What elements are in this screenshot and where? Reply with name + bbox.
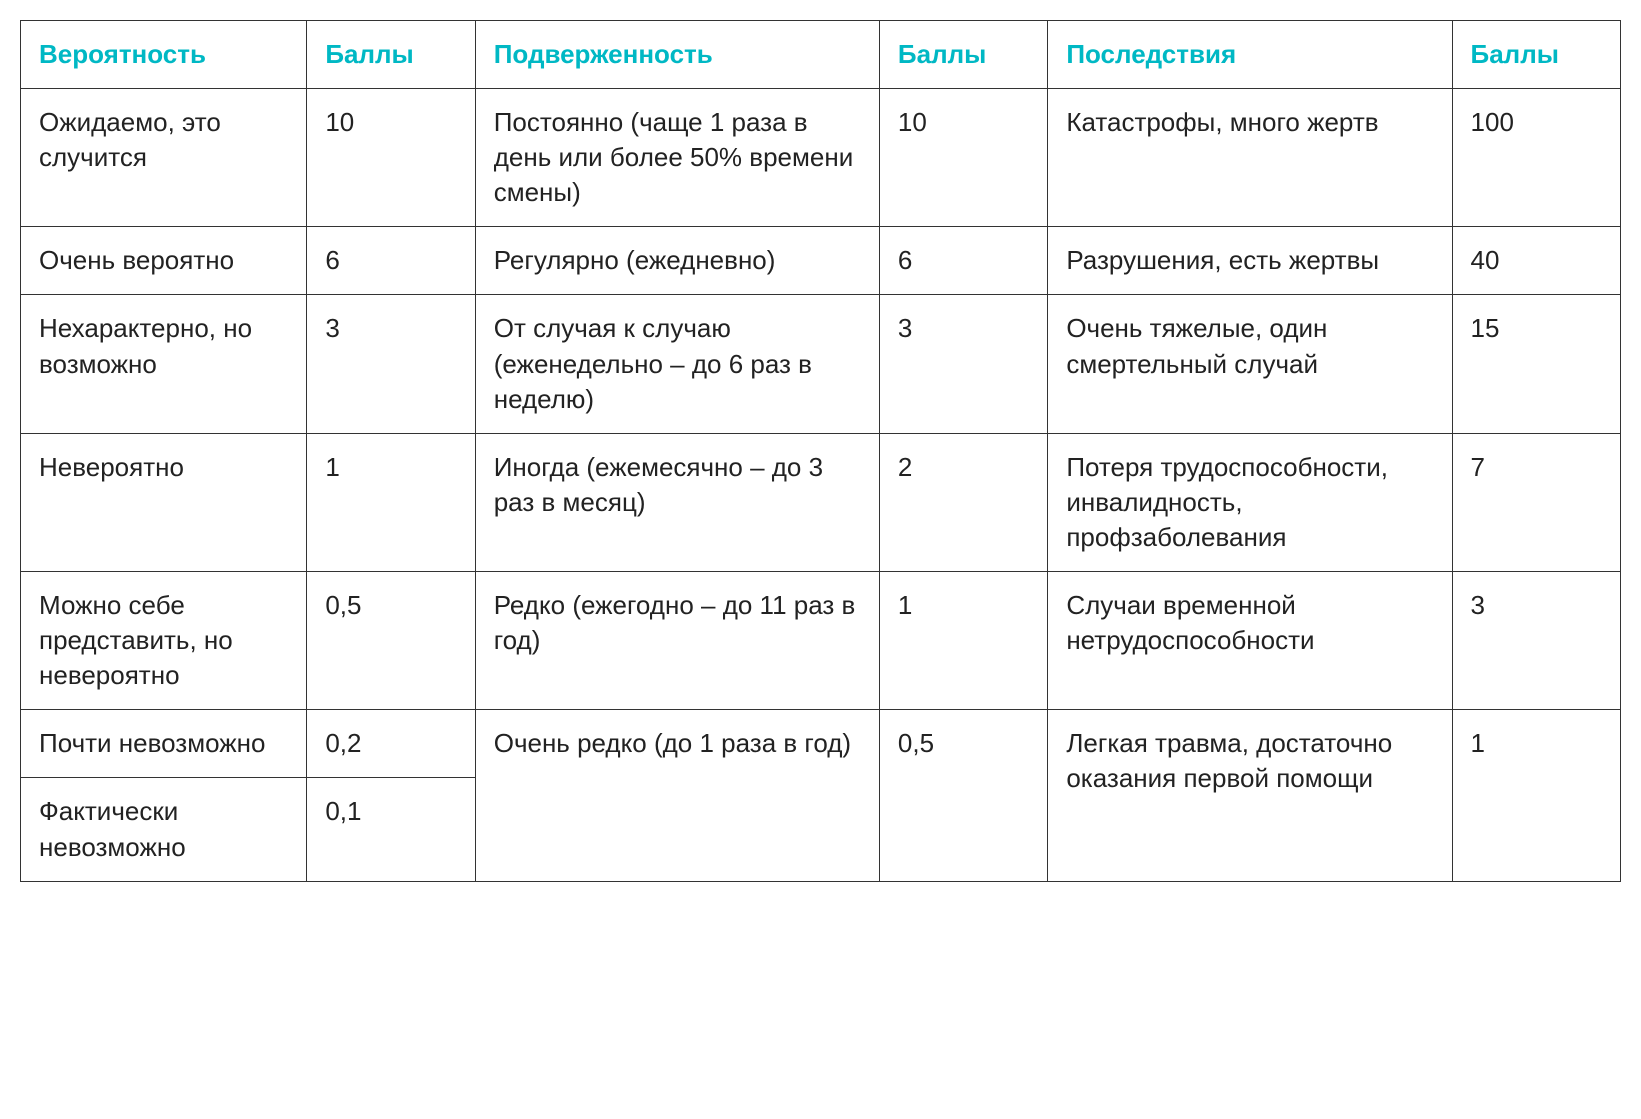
cell-exp-score: 10: [879, 89, 1047, 227]
cell-probability: Можно себе представить, но невероятно: [21, 572, 307, 710]
header-probability: Вероятность: [21, 21, 307, 89]
cell-cons-score: 100: [1452, 89, 1620, 227]
cell-exposure: Редко (ежегодно – до 11 раз в год): [475, 572, 879, 710]
cell-prob-score: 0,5: [307, 572, 475, 710]
cell-consequence: Очень тяжелые, один смертельный случай: [1048, 295, 1452, 433]
table-row: Можно себе представить, но невероятно 0,…: [21, 572, 1621, 710]
cell-consequence: Легкая травма, до­статочно оказания перв…: [1048, 710, 1452, 881]
header-prob-score: Баллы: [307, 21, 475, 89]
header-exp-score: Баллы: [879, 21, 1047, 89]
cell-consequence: Случаи временной нетрудоспособно­сти: [1048, 572, 1452, 710]
cell-exposure: Очень редко (до 1 ра­за в год): [475, 710, 879, 881]
table-row: Очень веро­ятно 6 Регулярно (ежеднев­но)…: [21, 227, 1621, 295]
cell-probability: Почти невоз­можно: [21, 710, 307, 778]
cell-prob-score: 1: [307, 433, 475, 571]
cell-prob-score: 3: [307, 295, 475, 433]
cell-consequence: Потеря трудоспособности, инвалидность, п…: [1048, 433, 1452, 571]
cell-prob-score: 6: [307, 227, 475, 295]
header-cons-score: Баллы: [1452, 21, 1620, 89]
cell-exp-score: 6: [879, 227, 1047, 295]
cell-probability: Фактически невозможно: [21, 778, 307, 881]
cell-cons-score: 1: [1452, 710, 1620, 881]
cell-cons-score: 40: [1452, 227, 1620, 295]
cell-cons-score: 15: [1452, 295, 1620, 433]
cell-probability: Невероятно: [21, 433, 307, 571]
cell-probability: Нехарактерно, но возможно: [21, 295, 307, 433]
cell-exp-score: 3: [879, 295, 1047, 433]
header-exposure: Подверженность: [475, 21, 879, 89]
cell-exp-score: 2: [879, 433, 1047, 571]
cell-exposure: Регулярно (ежеднев­но): [475, 227, 879, 295]
header-consequence: Последствия: [1048, 21, 1452, 89]
cell-probability: Ожидаемо, это случится: [21, 89, 307, 227]
cell-exposure: Постоянно (чаще 1 раза в день или более …: [475, 89, 879, 227]
cell-consequence: Катастрофы, много жертв: [1048, 89, 1452, 227]
table-header-row: Вероятность Баллы Подверженность Баллы П…: [21, 21, 1621, 89]
table-row: Нехарактерно, но возможно 3 От случая к …: [21, 295, 1621, 433]
cell-cons-score: 3: [1452, 572, 1620, 710]
cell-prob-score: 0,2: [307, 710, 475, 778]
cell-probability: Очень веро­ятно: [21, 227, 307, 295]
cell-exp-score: 0,5: [879, 710, 1047, 881]
table-row: Почти невоз­можно 0,2 Очень редко (до 1 …: [21, 710, 1621, 778]
cell-exposure: От случая к случаю (еженедельно – до 6 р…: [475, 295, 879, 433]
cell-prob-score: 0,1: [307, 778, 475, 881]
cell-prob-score: 10: [307, 89, 475, 227]
cell-exp-score: 1: [879, 572, 1047, 710]
cell-exposure: Иногда (ежемесячно – до 3 раз в месяц): [475, 433, 879, 571]
cell-cons-score: 7: [1452, 433, 1620, 571]
table-row: Невероятно 1 Иногда (ежемесячно – до 3 р…: [21, 433, 1621, 571]
cell-consequence: Разрушения, есть жертвы: [1048, 227, 1452, 295]
risk-scoring-table: Вероятность Баллы Подверженность Баллы П…: [20, 20, 1621, 882]
table-row: Ожидаемо, это случится 10 Постоянно (чащ…: [21, 89, 1621, 227]
